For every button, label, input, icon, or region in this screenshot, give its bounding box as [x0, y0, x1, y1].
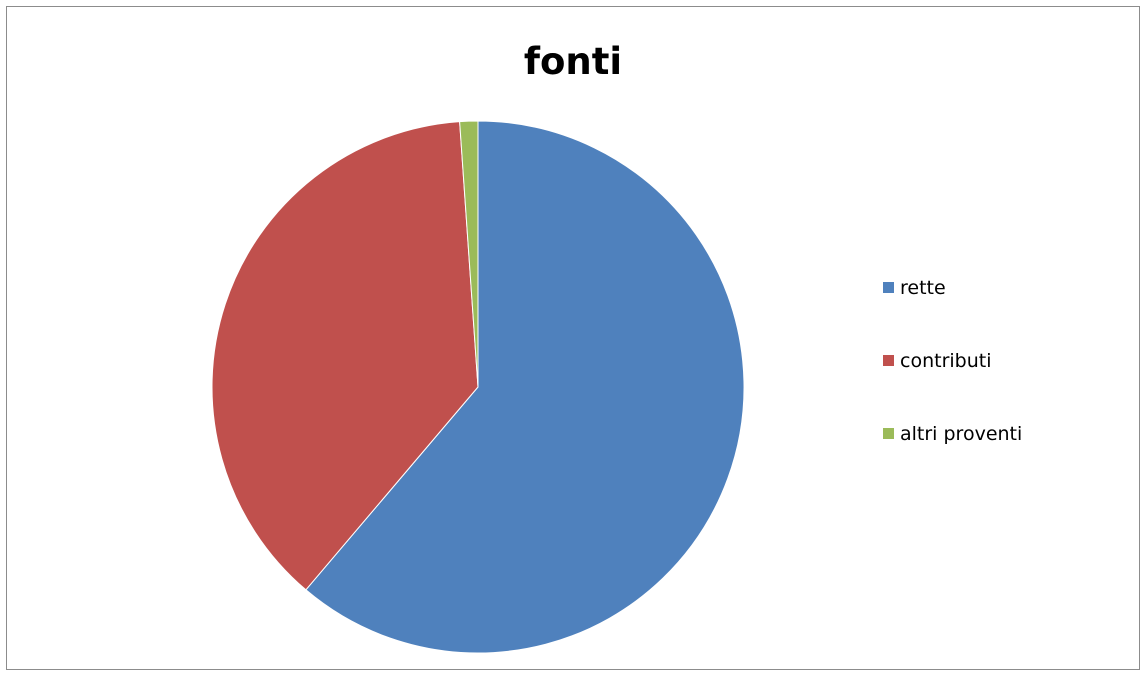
legend-label-altri-proventi: altri proventi	[900, 422, 1023, 445]
legend-label-rette: rette	[900, 276, 946, 299]
pie-slice-contributi	[211, 121, 479, 591]
legend-swatch-altri-proventi	[883, 428, 894, 439]
legend-item-rette: rette	[883, 269, 1022, 306]
legend-label-contributi: contributi	[900, 349, 992, 372]
pie-slice-rette	[305, 120, 745, 654]
chart-legend: rette contributi altri proventi	[883, 269, 1022, 488]
legend-swatch-contributi	[883, 355, 894, 366]
legend-swatch-rette	[883, 282, 894, 293]
chart-title: fonti	[523, 40, 623, 83]
legend-item-contributi: contributi	[883, 342, 1022, 379]
legend-item-altri-proventi: altri proventi	[883, 415, 1022, 452]
pie-slice-altri-proventi	[459, 120, 479, 388]
